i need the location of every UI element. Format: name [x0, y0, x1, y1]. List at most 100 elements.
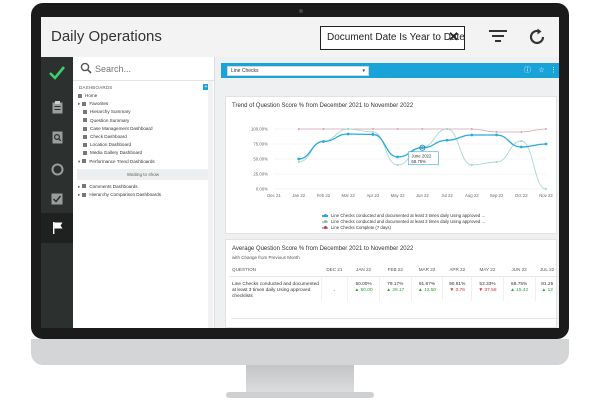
home-icon	[78, 93, 82, 98]
folder-icon	[82, 192, 87, 197]
score-change: ▼ 37.58	[478, 287, 497, 293]
dashboard-icon	[83, 118, 87, 123]
dashboard-icon	[83, 134, 87, 139]
score-change: ▼ 0.76	[449, 287, 465, 293]
legend-swatch	[322, 219, 328, 223]
nav-item-media-gallery[interactable]: Media Gallery Dashboard	[77, 149, 209, 157]
lifebuoy-icon[interactable]	[47, 159, 67, 179]
nav-item-hierarchy-comparison[interactable]: ▸ Hierarchy Comparison Dashboards	[77, 191, 209, 199]
tooltip-label: June 2022	[411, 153, 432, 158]
column-header[interactable]: APR 22	[442, 264, 472, 277]
nav-item-question-summary[interactable]: Question Summary	[77, 117, 209, 125]
score-cell: 53.33% ▼ 37.58	[471, 276, 504, 301]
legend-label: Line Checks Complete (7 days)	[331, 225, 391, 230]
chart-legend: Line Checks conducted and documented at …	[322, 213, 485, 231]
x-tick-label: Mar 22	[341, 193, 355, 198]
clipboard-icon[interactable]	[47, 97, 67, 117]
monitor-frame: Daily Operations Document Date Is Year t…	[31, 3, 569, 339]
data-point	[371, 133, 375, 136]
nav-item-case-management[interactable]: Case Management Dashboard	[77, 125, 209, 133]
page-title: Daily Operations	[51, 28, 162, 45]
nav-tree: DASHBOARDS + Home ▸ Favorites Hierarchy S…	[73, 81, 209, 199]
tooltip-value: 68.75%	[411, 159, 426, 164]
sort-icon[interactable]	[489, 30, 507, 44]
top-bar: Daily Operations Document Date Is Year t…	[41, 17, 559, 57]
nav-item-label: Hierarchy Summary	[90, 109, 131, 115]
column-header[interactable]: JAN 22	[347, 264, 380, 277]
nav-item-label: Favorites	[89, 101, 109, 107]
nav-item-hierarchy-summary[interactable]: Hierarchy Summary	[77, 108, 209, 116]
search-row	[73, 57, 214, 81]
chevron-down-icon[interactable]: ▾	[78, 158, 81, 164]
score-change: ▲ 12.50	[417, 287, 437, 293]
nav-item-label: Case Management Dashboard	[90, 125, 153, 131]
data-point	[470, 164, 473, 166]
table-row: Line Checks conducted and documented at …	[229, 276, 559, 301]
column-header[interactable]: FEB 22	[379, 264, 412, 277]
more-vertical-icon[interactable]: ⋮	[550, 67, 557, 74]
nav-scrollbar[interactable]	[208, 81, 213, 328]
score-change: ▲ 50.00	[354, 287, 373, 293]
date-filter-chip[interactable]: Document Date Is Year to Date ✕	[320, 26, 465, 50]
nav-item-location-dashboard[interactable]: Location Dashboard	[77, 141, 209, 149]
dashboard-select[interactable]: Line Checks ▾	[227, 66, 369, 76]
data-point	[495, 133, 498, 137]
nav-item-performance-trend[interactable]: ▾ Performance Trend Dashboards	[77, 158, 209, 166]
legend-item[interactable]: Line Checks Complete (7 days)	[322, 225, 485, 231]
document-search-icon[interactable]	[47, 127, 67, 147]
star-icon[interactable]: ☆	[538, 67, 545, 74]
data-point	[396, 128, 399, 130]
legend-item[interactable]: Line Checks conducted and documented at …	[322, 213, 485, 219]
data-point	[519, 145, 523, 149]
data-point	[520, 131, 523, 133]
column-header[interactable]: JUN 22	[503, 264, 536, 277]
nav-item-favorites[interactable]: ▸ Favorites	[77, 100, 209, 108]
column-header[interactable]: MAR 22	[411, 264, 443, 277]
info-icon[interactable]: ⓘ	[524, 67, 531, 74]
chevron-right-icon[interactable]: ▸	[78, 183, 81, 189]
chevron-right-icon[interactable]: ▸	[78, 191, 81, 197]
legend-item[interactable]: Line Checks conducted and documented at …	[322, 219, 485, 225]
search-input[interactable]	[95, 61, 205, 77]
screen: Daily Operations Document Date Is Year t…	[41, 17, 559, 328]
monitor-chin	[31, 339, 569, 365]
data-point	[545, 128, 547, 130]
y-tick-label: 0.00%	[256, 187, 268, 192]
data-point	[371, 131, 374, 133]
column-header[interactable]: QUESTION	[229, 264, 321, 277]
score-cell: 79.17% ▲ 29.17	[378, 276, 412, 301]
nav-item-comments[interactable]: ▸ Comments Dashboards	[77, 183, 209, 191]
monitor-base	[226, 392, 374, 398]
nav-item-label: Location Dashboard	[90, 142, 132, 148]
dashboard-icon	[83, 151, 87, 156]
data-point	[396, 155, 400, 159]
average-score-title: Average Question Score % from December 2…	[232, 246, 414, 252]
data-point	[495, 161, 498, 163]
nav-item-check-dashboard[interactable]: Check Dashboard	[77, 133, 209, 141]
date-filter-label: Document Date Is Year to Date	[327, 32, 465, 43]
checkbox-icon[interactable]	[47, 189, 67, 209]
data-point	[445, 138, 449, 142]
check-icon[interactable]	[47, 63, 67, 83]
close-icon[interactable]: ✕	[448, 29, 459, 44]
data-point	[347, 128, 350, 130]
refresh-icon[interactable]	[527, 27, 547, 47]
trend-chart-title: Trend of Question Score % from December …	[232, 103, 414, 109]
flag-icon[interactable]	[41, 213, 73, 243]
tooltip-box	[408, 151, 439, 166]
trend-chart-card: Trend of Question Score % from December …	[225, 96, 557, 234]
score-value: 91.67%	[418, 281, 436, 287]
score-cell: 91.67% ▲ 12.50	[410, 276, 443, 301]
column-header[interactable]: DEC 21	[321, 264, 348, 277]
data-point	[297, 157, 301, 161]
nav-item-home[interactable]: Home	[77, 92, 209, 100]
star-icon	[82, 101, 87, 106]
table-header-row: QUESTION DEC 21 JAN 22 FEB 22 MAR 22 APR…	[229, 264, 559, 277]
x-tick-label: Jul 22	[441, 193, 453, 198]
column-header[interactable]: JUL 22	[535, 264, 559, 277]
column-header[interactable]: MAY 22	[471, 264, 504, 277]
chevron-right-icon[interactable]: ▸	[78, 101, 81, 107]
score-cell: 50.00% ▲ 50.00	[347, 276, 380, 301]
data-point	[495, 131, 498, 133]
add-dashboard-button[interactable]: +	[203, 84, 209, 90]
